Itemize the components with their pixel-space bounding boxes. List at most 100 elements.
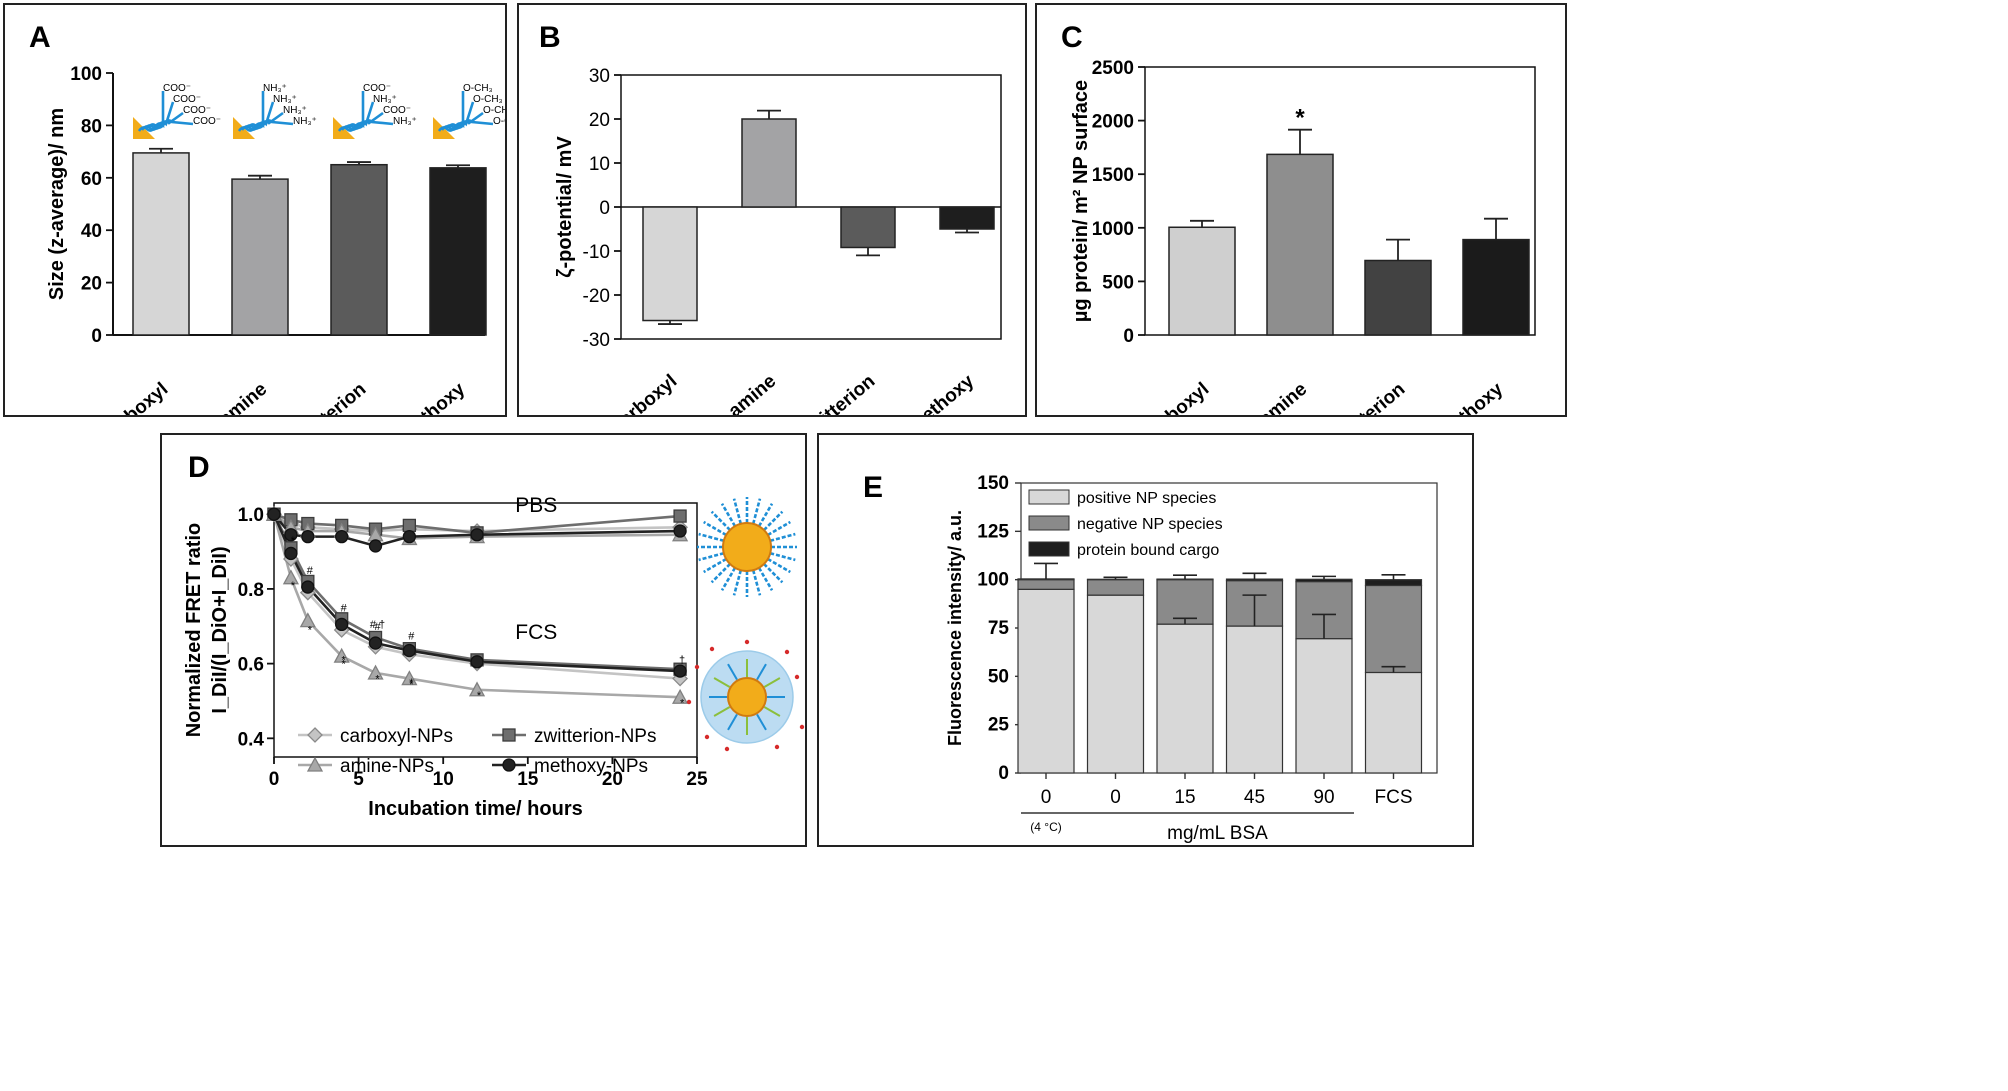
bar-segment — [1225, 578, 1284, 582]
bar — [939, 206, 995, 230]
ligand-group-label: O-CH₃ — [463, 83, 493, 94]
ligand-group-label: NH₃⁺ — [393, 116, 417, 127]
bar-segment — [1364, 579, 1423, 587]
y-tick-label: 150 — [977, 473, 1009, 494]
cargo-dot-icon — [709, 646, 715, 652]
ligand-group-label: COO⁻ — [173, 94, 201, 105]
significance-mark: * — [291, 580, 296, 592]
cargo-dot-icon — [794, 674, 800, 680]
bar-segment — [1086, 579, 1145, 596]
bar-segment — [1295, 581, 1353, 640]
x-category-label: carboxyl — [608, 371, 681, 415]
x-category-label: methoxy — [1434, 378, 1508, 415]
data-point — [673, 509, 687, 523]
ligand-chain-icon — [732, 498, 743, 525]
panel-b: B -30 -20 -10 0 10 20 30 ζ-potential/ mV carboxyl… — [517, 3, 1027, 417]
data-point — [333, 647, 350, 663]
y-tick-label: 0 — [599, 198, 610, 219]
y-tick-label: 50 — [988, 666, 1009, 687]
x-category-label: amine — [1256, 379, 1312, 415]
data-point — [402, 529, 417, 544]
ligand-chain-icon — [756, 663, 767, 681]
ligand-chain-icon — [698, 551, 725, 562]
condition-label-pbs: PBS — [515, 494, 557, 517]
x-category-label: amine — [216, 379, 272, 415]
ligand-chain-icon — [346, 119, 394, 129]
ligand-group-label: NH₃⁺ — [373, 94, 397, 105]
chart-d: D 0 5 10 15 20 25 0.4 0.6 0.8 1.0 Incubation time/ … — [183, 451, 805, 820]
bar — [1364, 259, 1432, 336]
ligand-chain-icon — [763, 677, 781, 688]
legend-label: methoxy-NPs — [534, 756, 648, 777]
y-tick-label: 1.0 — [238, 505, 264, 526]
cargo-dot-icon — [784, 649, 790, 655]
bar — [1462, 238, 1530, 336]
bar — [231, 178, 289, 336]
ligand-group-label: COO⁻ — [183, 105, 211, 116]
y-tick-label: 2500 — [1092, 58, 1134, 79]
panel-label: D — [188, 451, 210, 484]
data-point — [299, 612, 316, 628]
data-point — [368, 539, 383, 553]
y-tick-label: -20 — [583, 286, 610, 307]
ligand-chain-icon — [446, 119, 494, 129]
panel-label: A — [29, 21, 51, 54]
series-line — [272, 513, 681, 699]
x-category-label: methoxy — [905, 370, 979, 415]
y-tick-label: 500 — [1102, 272, 1134, 293]
y-tick-label: 75 — [988, 618, 1010, 639]
y-tick-label: 10 — [589, 154, 610, 175]
ligand-chain-icon — [767, 557, 791, 574]
x-tick-label: 10 — [433, 769, 454, 790]
significance-mark: # — [408, 630, 415, 642]
bar — [642, 206, 698, 322]
data-point — [307, 727, 323, 743]
data-point — [673, 664, 687, 678]
data-point — [402, 518, 417, 533]
bar-segment — [1156, 623, 1214, 774]
ligand-chain-icon — [246, 119, 294, 129]
ligand-group-label: COO⁻ — [363, 83, 391, 94]
data-point — [301, 529, 315, 544]
significance-mark: # † — [370, 619, 385, 631]
significance-mark: * — [291, 535, 296, 547]
significance-mark: * — [375, 673, 380, 685]
y-tick-label: 100 — [70, 64, 102, 85]
condition-label-fcs: FCS — [515, 621, 557, 644]
significance-mark: # — [341, 602, 348, 614]
ligand-chain-icon — [146, 119, 194, 129]
ligand-chain-icon — [727, 663, 738, 681]
nanoparticle-core-icon — [727, 677, 767, 717]
y-tick-label: 0 — [998, 763, 1009, 784]
ligand-group-label: O-CH₃ — [483, 105, 505, 116]
y-tick-label: 25 — [988, 715, 1010, 736]
x-category-label: carboxyl — [1140, 379, 1213, 415]
x-category-label: 45 — [1244, 787, 1265, 808]
chart-b: B -30 -20 -10 0 10 20 30 ζ-potential/ mV carboxyl… — [539, 21, 1002, 415]
data-point — [502, 728, 516, 742]
panel-label: C — [1061, 21, 1083, 54]
ligand-group-label: O-CH₃ — [473, 94, 503, 105]
x-tick-label: 20 — [602, 769, 623, 790]
significance-mark: * — [409, 677, 414, 689]
y-axis-label: ζ-potential/ mV — [554, 136, 576, 278]
cargo-dot-icon — [799, 724, 805, 730]
bar-segment — [1017, 579, 1075, 590]
y-tick-label: 2000 — [1092, 112, 1134, 133]
y-axis-label: µg protein/ m² NP surface — [1070, 80, 1092, 322]
bar-segment — [1295, 578, 1353, 583]
legend-swatch — [1028, 541, 1070, 557]
x-category-label: 90 — [1313, 787, 1334, 808]
y-tick-label: 60 — [81, 169, 102, 190]
y-tick-label: 0 — [91, 326, 102, 347]
significance-mark: # — [374, 621, 381, 633]
ligand-chain-icon — [720, 567, 737, 591]
bar-segment — [1017, 578, 1075, 581]
cargo-dot-icon — [686, 699, 692, 705]
x-tick-label: 25 — [686, 769, 708, 790]
x-category-label: FCS — [1375, 787, 1413, 808]
y-axis-label: Size (z-average)/ nm — [46, 108, 68, 300]
series-line — [272, 513, 681, 680]
ligand-chain-icon — [767, 520, 791, 537]
